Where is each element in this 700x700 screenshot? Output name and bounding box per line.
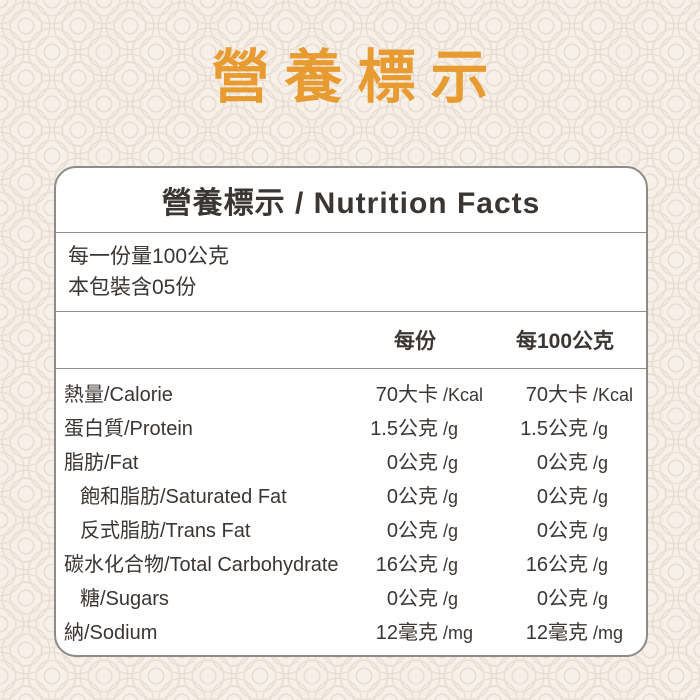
per-serving-value: 16公克: [375, 553, 438, 576]
table-row-fat: 脂肪/Fat 0公克 /g 0公克 /g: [56, 443, 646, 477]
per-serving-value: 0公克: [386, 485, 438, 508]
per-100g-unit: /g: [593, 554, 609, 575]
per-100g-unit: /g: [593, 486, 609, 507]
nutrient-label: 脂肪/Fat: [64, 451, 139, 474]
table-row-sodium: 納/Sodium 12毫克 /mg 12毫克 /mg: [56, 613, 646, 647]
serving-info-section: 每一份量100公克 本包裝含05份: [56, 233, 646, 312]
per-serving-unit: /g: [443, 520, 459, 541]
per-serving-value: 0公克: [386, 587, 438, 610]
table-row-calorie: 熱量/Calorie 70大卡 /Kcal 70大卡 /Kcal: [56, 375, 646, 409]
per-100g-value: 0公克: [536, 451, 588, 474]
per-100g-cell: 0公克 /g: [490, 514, 640, 543]
per-100g-value: 70大卡: [525, 383, 588, 406]
per-100g-unit: /mg: [593, 622, 624, 643]
card-header: 營養標示 / Nutrition Facts: [56, 168, 646, 233]
per-100g-unit: /Kcal: [593, 384, 634, 405]
per-serving-value: 0公克: [386, 519, 438, 542]
per-serving-value: 70大卡: [375, 383, 438, 406]
nutrient-label: 反式脂肪/Trans Fat: [80, 519, 251, 542]
nutrient-label: 碳水化合物/Total Carbohydrate: [64, 553, 339, 576]
per-100g-cell: 70大卡 /Kcal: [490, 378, 640, 407]
per-100g-cell: 1.5公克 /g: [490, 412, 640, 441]
per-serving-unit: /g: [443, 554, 459, 575]
nutrient-label: 飽和脂肪/Saturated Fat: [80, 485, 287, 508]
per-100g-cell: 0公克 /g: [490, 480, 640, 509]
nutrient-label: 糖/Sugars: [80, 587, 169, 610]
per-100g-cell: 0公克 /g: [490, 582, 640, 611]
table-row-protein: 蛋白質/Protein 1.5公克 /g 1.5公克 /g: [56, 409, 646, 443]
table-row-saturated-fat: 飽和脂肪/Saturated Fat 0公克 /g 0公克 /g: [56, 477, 646, 511]
per-100g-value: 0公克: [536, 587, 588, 610]
table-row-sugars: 糖/Sugars 0公克 /g 0公克 /g: [56, 579, 646, 613]
per-100g-value: 1.5公克: [520, 417, 588, 440]
per-100g-cell: 12毫克 /mg: [490, 616, 640, 645]
nutrient-label: 納/Sodium: [64, 621, 158, 644]
serving-size-text: 每一份量100公克: [68, 245, 230, 268]
per-serving-unit: /g: [443, 418, 459, 439]
nutrition-facts-card: 營養標示 / Nutrition Facts 每一份量100公克 本包裝含05份…: [54, 166, 648, 657]
per-serving-cell: 0公克 /g: [340, 480, 490, 509]
column-header-per-100g: 每100公克: [515, 330, 615, 353]
card-header-title: 營養標示 / Nutrition Facts: [161, 187, 541, 220]
column-header-per-serving: 每份: [394, 330, 436, 353]
nutrition-table: 熱量/Calorie 70大卡 /Kcal 70大卡 /Kcal 蛋白質/Pro…: [56, 369, 646, 647]
per-serving-cell: 0公克 /g: [340, 514, 490, 543]
per-serving-value: 0公克: [386, 451, 438, 474]
nutrient-label: 蛋白質/Protein: [64, 417, 193, 440]
per-serving-unit: /mg: [443, 622, 474, 643]
per-serving-cell: 70大卡 /Kcal: [340, 378, 490, 407]
per-serving-unit: /g: [443, 452, 459, 473]
per-100g-unit: /g: [593, 588, 609, 609]
per-100g-unit: /g: [593, 452, 609, 473]
per-serving-cell: 12毫克 /mg: [340, 616, 490, 645]
per-100g-value: 12毫克: [525, 621, 588, 644]
per-100g-cell: 16公克 /g: [490, 548, 640, 577]
per-serving-unit: /g: [443, 486, 459, 507]
table-row-trans-fat: 反式脂肪/Trans Fat 0公克 /g 0公克 /g: [56, 511, 646, 545]
per-100g-unit: /g: [593, 520, 609, 541]
per-serving-cell: 1.5公克 /g: [340, 412, 490, 441]
per-serving-unit: /g: [443, 588, 459, 609]
per-100g-value: 0公克: [536, 485, 588, 508]
per-serving-unit: /Kcal: [443, 384, 484, 405]
column-header-row: 每份 每100公克: [56, 312, 646, 369]
servings-per-package-text: 本包裝含05份: [68, 276, 197, 299]
per-serving-value: 1.5公克: [370, 417, 438, 440]
per-100g-unit: /g: [593, 418, 609, 439]
per-serving-cell: 16公克 /g: [340, 548, 490, 577]
per-100g-value: 16公克: [525, 553, 588, 576]
per-100g-cell: 0公克 /g: [490, 446, 640, 475]
per-serving-value: 12毫克: [375, 621, 438, 644]
page-title: 營養標示: [211, 45, 504, 110]
per-100g-value: 0公克: [536, 519, 588, 542]
nutrient-label: 熱量/Calorie: [64, 383, 173, 406]
per-serving-cell: 0公克 /g: [340, 446, 490, 475]
per-serving-cell: 0公克 /g: [340, 582, 490, 611]
table-row-carbohydrate: 碳水化合物/Total Carbohydrate 16公克 /g 16公克 /g: [56, 545, 646, 579]
